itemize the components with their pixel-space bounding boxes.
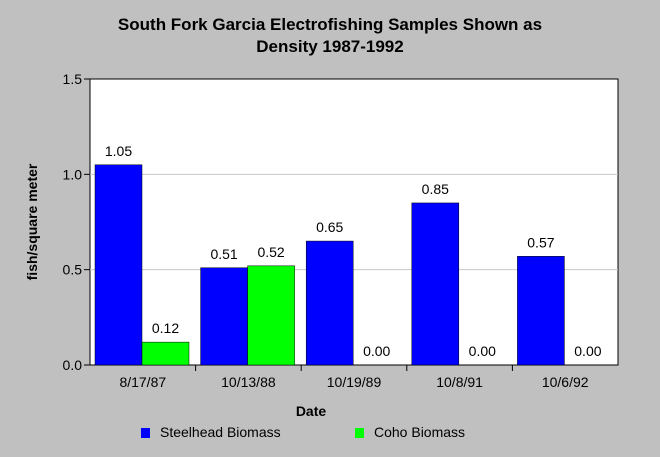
bar <box>141 341 190 366</box>
y-axis: 0.0 0.5 1.0 1.5 <box>63 71 90 373</box>
legend-item-coho: Coho Biomass <box>355 424 465 440</box>
x-axis: 8/17/87 10/13/88 10/19/89 10/8/91 10/6/92 <box>119 365 589 390</box>
x-axis-label: Date <box>296 403 327 419</box>
bar <box>247 265 295 366</box>
x-tick-label: 10/6/92 <box>542 374 589 390</box>
legend-swatch-steelhead <box>141 428 150 438</box>
data-labels: 1.05 0.12 0.51 0.52 0.65 0.00 0.85 0.00 0.57 0.00 <box>105 143 602 359</box>
bar-value-label: 0.52 <box>257 244 284 260</box>
chart-title-line1: South Fork Garcia Electrofishing Samples… <box>117 15 543 34</box>
bar-value-label: 0.65 <box>316 219 343 235</box>
bar-value-label: 0.51 <box>210 246 237 262</box>
bar-value-label: 0.12 <box>152 320 179 336</box>
chart-title-line2: Density 1987-1992 <box>256 37 404 56</box>
bar <box>305 240 354 366</box>
y-tick-label: 0.5 <box>63 262 83 278</box>
legend-label-steelhead: Steelhead Biomass <box>160 424 281 440</box>
bar <box>200 267 248 366</box>
bar-value-label: 0.00 <box>574 343 601 359</box>
bar-value-label: 0.85 <box>422 181 449 197</box>
bar <box>517 256 565 366</box>
legend-swatch-coho <box>355 428 364 438</box>
x-tick-label: 10/19/89 <box>327 374 382 390</box>
bar-value-label: 0.00 <box>469 343 496 359</box>
bar-value-label: 0.57 <box>527 234 554 250</box>
chart-title: South Fork Garcia Electrofishing Samples… <box>0 14 660 58</box>
y-tick-label: 0.0 <box>63 357 83 373</box>
bars <box>94 164 565 366</box>
x-tick-label: 10/13/88 <box>221 374 276 390</box>
bar <box>94 164 143 366</box>
y-tick-label: 1.5 <box>63 71 83 87</box>
bar-value-label: 0.00 <box>363 343 390 359</box>
bar-value-label: 1.05 <box>105 143 132 159</box>
y-tick-label: 1.0 <box>63 166 83 182</box>
x-tick-label: 8/17/87 <box>119 374 166 390</box>
legend-item-steelhead: Steelhead Biomass <box>141 424 281 440</box>
y-axis-label: fish/square meter <box>24 163 40 280</box>
x-tick-label: 10/8/91 <box>436 374 483 390</box>
bar <box>411 202 460 366</box>
legend-label-coho: Coho Biomass <box>374 424 466 440</box>
